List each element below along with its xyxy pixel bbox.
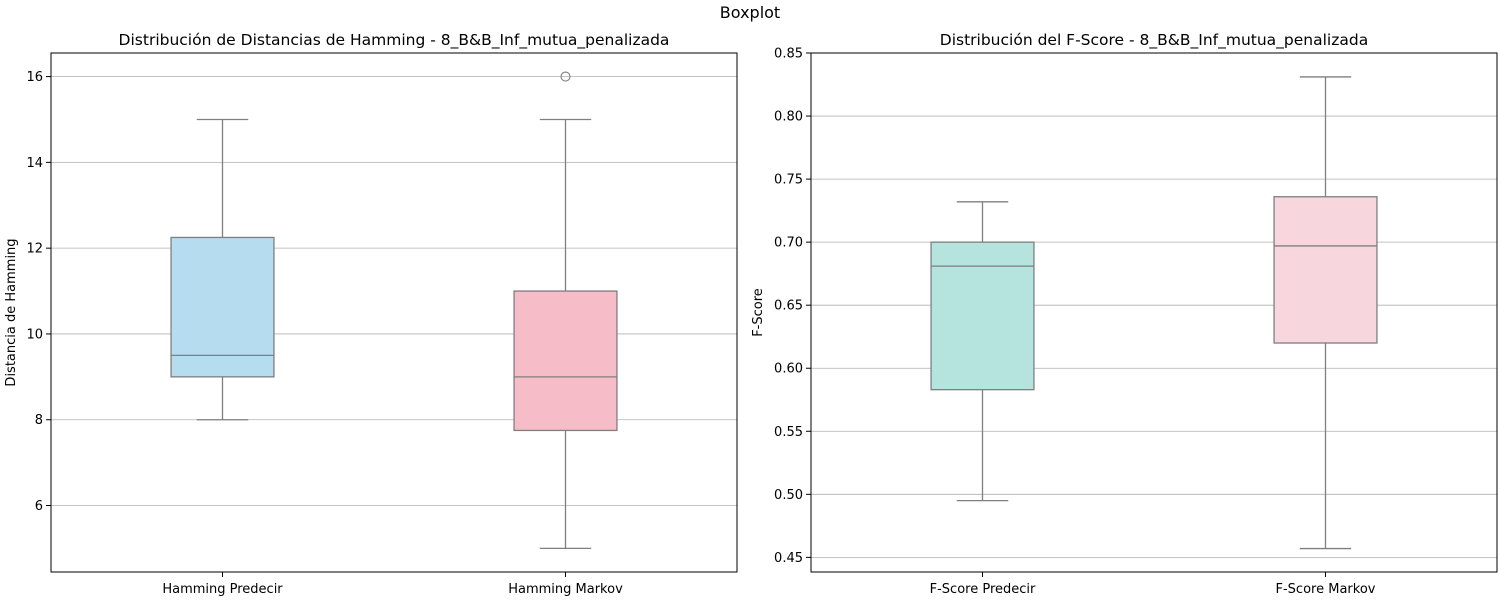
y-tick-label: 0.75 [774, 173, 803, 188]
y-tick-label: 16 [26, 70, 43, 85]
box-iqr [930, 241, 1035, 391]
y-tick-label: 0.60 [774, 362, 803, 377]
y-tick-label: 0.70 [774, 236, 803, 251]
x-tick-label: Hamming Markov [508, 582, 623, 597]
outlier-point [560, 71, 571, 82]
axes-frame [50, 52, 738, 573]
hamming-boxplot-chart: 6 8 10 12 14 16 Hamming Predecir Hamming Markov… [4, 31, 738, 597]
box-iqr [513, 290, 618, 432]
y-tick-label: 10 [26, 327, 43, 342]
box-iqr [170, 236, 275, 378]
x-tick-label: Hamming Predecir [162, 582, 283, 597]
axes-frame [810, 52, 1498, 573]
box-iqr [1273, 196, 1378, 344]
y-axis-label: Distancia de Hamming [4, 238, 19, 386]
chart-title: Distribución de Distancias de Hamming - … [119, 31, 670, 50]
y-tick-label: 8 [35, 413, 43, 428]
y-tick-label: 12 [26, 242, 43, 257]
y-axis-label: F-Score [751, 288, 766, 337]
chart-title: Distribución del F-Score - 8_B&B_Inf_mut… [940, 31, 1368, 50]
y-tick-label: 0.55 [774, 425, 803, 440]
x-tick-label: F-Score Markov [1276, 582, 1376, 597]
x-tick-label: F-Score Predecir [930, 582, 1036, 597]
y-tick-label: 0.45 [774, 551, 803, 566]
y-tick-label: 0.80 [774, 110, 803, 125]
y-tick-label: 14 [26, 156, 43, 171]
figure-suptitle: Boxplot [720, 3, 780, 22]
y-tick-label: 0.50 [774, 488, 803, 503]
y-tick-label: 0.85 [774, 47, 803, 62]
fscore-boxplot-chart: 0.45 0.50 0.55 0.60 0.65 0.70 0.75 0.80 0.85 F-Sc… [751, 31, 1498, 597]
y-tick-label: 6 [35, 499, 43, 514]
y-tick-label: 0.65 [774, 299, 803, 314]
